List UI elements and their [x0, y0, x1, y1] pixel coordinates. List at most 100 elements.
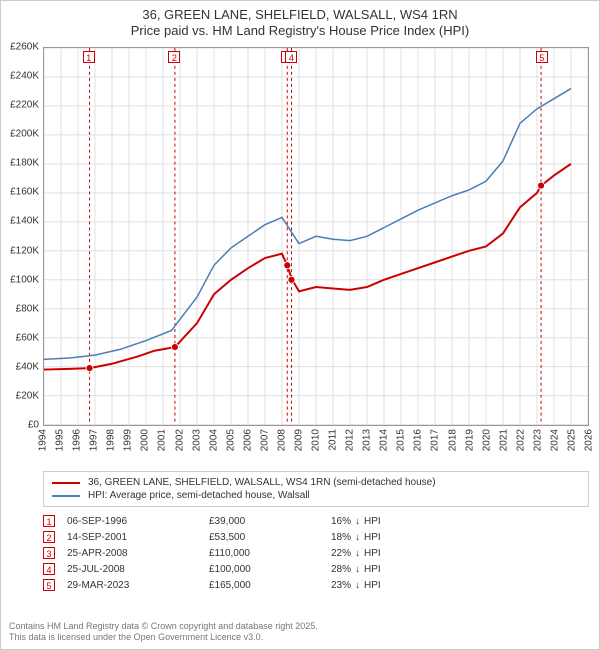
y-tick-label: £160K: [3, 187, 39, 198]
down-arrow-icon: ↓: [355, 516, 360, 527]
event-date: 14-SEP-2001: [67, 532, 197, 543]
event-row: 106-SEP-1996£39,00016%↓HPI: [43, 513, 589, 529]
event-diff-pct: 22%: [331, 548, 351, 559]
event-diff-ref: HPI: [364, 564, 381, 575]
event-diff-pct: 18%: [331, 532, 351, 543]
event-diff-ref: HPI: [364, 580, 381, 591]
event-row-marker: 1: [43, 515, 55, 527]
y-tick-label: £260K: [3, 42, 39, 53]
event-diff: 22% ↓ HPI: [331, 548, 451, 559]
x-tick-label: 2014: [379, 429, 390, 451]
x-tick-label: 2022: [515, 429, 526, 451]
x-tick-label: 1995: [55, 429, 66, 451]
event-marker: 4: [285, 51, 297, 63]
event-diff: 18% ↓ HPI: [331, 532, 451, 543]
event-date: 29-MAR-2023: [67, 580, 197, 591]
event-row-marker: 4: [43, 563, 55, 575]
down-arrow-icon: ↓: [355, 580, 360, 591]
y-tick-label: £200K: [3, 129, 39, 140]
event-price: £110,000: [209, 548, 319, 559]
x-tick-label: 2011: [328, 429, 339, 451]
x-tick-label: 1994: [38, 429, 49, 451]
event-diff-pct: 28%: [331, 564, 351, 575]
x-tick-label: 2015: [396, 429, 407, 451]
y-tick-label: £100K: [3, 274, 39, 285]
y-tick-label: £120K: [3, 245, 39, 256]
event-diff-ref: HPI: [364, 532, 381, 543]
event-marker: 1: [83, 51, 95, 63]
y-tick-label: £60K: [3, 332, 39, 343]
legend-swatch: [52, 495, 80, 497]
event-marker: 5: [536, 51, 548, 63]
x-tick-label: 2021: [498, 429, 509, 451]
legend-label: HPI: Average price, semi-detached house,…: [88, 490, 310, 501]
x-tick-label: 2013: [362, 429, 373, 451]
x-tick-label: 2016: [413, 429, 424, 451]
x-tick-label: 2012: [345, 429, 356, 451]
footer: Contains HM Land Registry data © Crown c…: [9, 621, 591, 643]
x-tick-label: 2004: [208, 429, 219, 451]
event-row-marker: 2: [43, 531, 55, 543]
x-tick-label: 2023: [532, 429, 543, 451]
title-line-2: Price paid vs. HM Land Registry's House …: [1, 23, 599, 39]
footer-line-1: Contains HM Land Registry data © Crown c…: [9, 621, 591, 632]
down-arrow-icon: ↓: [355, 532, 360, 543]
down-arrow-icon: ↓: [355, 548, 360, 559]
legend-row: 36, GREEN LANE, SHELFIELD, WALSALL, WS4 …: [52, 476, 580, 489]
event-price: £165,000: [209, 580, 319, 591]
legend-label: 36, GREEN LANE, SHELFIELD, WALSALL, WS4 …: [88, 477, 436, 488]
title-line-1: 36, GREEN LANE, SHELFIELD, WALSALL, WS4 …: [1, 7, 599, 23]
event-diff-ref: HPI: [364, 548, 381, 559]
event-price: £39,000: [209, 516, 319, 527]
y-tick-label: £220K: [3, 100, 39, 111]
x-tick-label: 2007: [259, 429, 270, 451]
x-tick-label: 1999: [123, 429, 134, 451]
x-tick-label: 2020: [481, 429, 492, 451]
x-tick-label: 2008: [276, 429, 287, 451]
y-tick-label: £240K: [3, 71, 39, 82]
event-diff: 23% ↓ HPI: [331, 580, 451, 591]
x-tick-label: 1997: [89, 429, 100, 451]
y-tick-label: £180K: [3, 158, 39, 169]
x-tick-label: 2001: [157, 429, 168, 451]
x-tick-label: 2005: [225, 429, 236, 451]
event-table: 1 06-SEP-1996 £39,000 16% ↓ HPI 2 14-SEP-2001 £5…: [43, 513, 589, 593]
x-tick-label: 2017: [430, 429, 441, 451]
event-row-marker: 3: [43, 547, 55, 559]
x-tick-label: 2025: [566, 429, 577, 451]
event-row: 3 25-APR-2008 £110,000 22% ↓ HPI: [43, 545, 589, 561]
event-row: 2 14-SEP-2001 £53,500 18% ↓ HPI: [43, 529, 589, 545]
x-tick-label: 2000: [140, 429, 151, 451]
x-tick-label: 2026: [584, 429, 595, 451]
event-date: 06-SEP-1996: [67, 516, 197, 527]
y-tick-label: £0: [3, 420, 39, 431]
x-tick-label: 2010: [311, 429, 322, 451]
x-tick-label: 2009: [293, 429, 304, 451]
y-tick-label: £40K: [3, 361, 39, 372]
event-diff-pct: 23%: [331, 580, 351, 591]
event-diff-pct: 16%: [331, 516, 351, 527]
event-diff: 16%↓HPI: [331, 516, 451, 527]
event-date: 25-JUL-2008: [67, 564, 197, 575]
x-tick-label: 2024: [549, 429, 560, 451]
event-row: 4 25-JUL-2008 £100,000 28% ↓ HPI: [43, 561, 589, 577]
event-row: 5 29-MAR-2023 £165,000 23% ↓ HPI: [43, 577, 589, 593]
down-arrow-icon: ↓: [355, 564, 360, 575]
event-price: £100,000: [209, 564, 319, 575]
x-tick-label: 2018: [447, 429, 458, 451]
chart-frame: 36, GREEN LANE, SHELFIELD, WALSALL, WS4 …: [0, 0, 600, 650]
x-tick-label: 2003: [191, 429, 202, 451]
legend-row: HPI: Average price, semi-detached house,…: [52, 489, 580, 502]
y-tick-label: £80K: [3, 303, 39, 314]
x-tick-label: 2006: [242, 429, 253, 451]
x-tick-label: 1998: [106, 429, 117, 451]
event-date: 25-APR-2008: [67, 548, 197, 559]
event-diff: 28% ↓ HPI: [331, 564, 451, 575]
event-marker: 2: [168, 51, 180, 63]
y-tick-label: £140K: [3, 216, 39, 227]
event-price: £53,500: [209, 532, 319, 543]
legend: 36, GREEN LANE, SHELFIELD, WALSALL, WS4 …: [43, 471, 589, 507]
legend-swatch: [52, 482, 80, 484]
y-tick-label: £20K: [3, 390, 39, 401]
event-row-marker: 5: [43, 579, 55, 591]
